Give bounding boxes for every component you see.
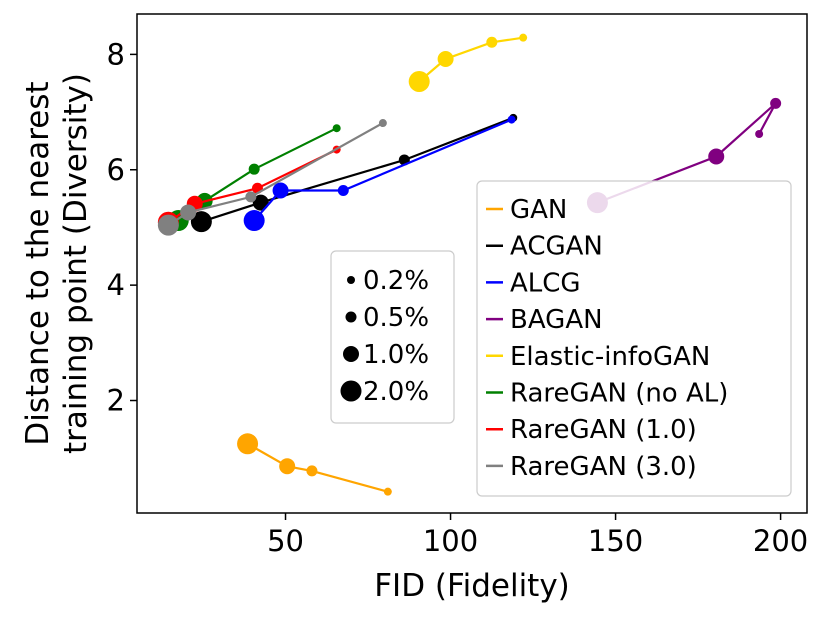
plot-frame (136, 13, 808, 514)
legend-label: RareGAN (1.0) (510, 415, 697, 445)
axis-ticks: 50 100 150 200 2 4 6 8 (107, 37, 809, 558)
data-point (243, 210, 265, 232)
series-line (418, 36, 524, 83)
x-axis-label: FID (Fidelity) (374, 568, 570, 604)
y-axis-label-line-1: Distance to the nearest (20, 81, 56, 445)
legend-label: RareGAN (no AL) (510, 379, 728, 409)
size-legend-label: 2.0% (363, 377, 429, 407)
size-legend-marker (347, 276, 355, 284)
data-point (272, 182, 289, 199)
data-point (337, 185, 349, 197)
x-tick-label: 100 (423, 524, 478, 558)
legend-label: Elastic-infoGAN (510, 342, 710, 372)
data-point (332, 124, 341, 133)
series-line (247, 442, 389, 493)
data-point (519, 33, 528, 42)
size-legend: 0.2% 0.5% 1.0% 2.0% (330, 250, 455, 424)
data-point (245, 191, 257, 203)
data-point (755, 129, 764, 138)
series-line (201, 116, 514, 223)
data-point (252, 194, 269, 211)
legend-label: RareGAN (3.0) (510, 452, 697, 482)
data-point (708, 148, 725, 165)
data-point (190, 211, 212, 233)
x-tick-label: 200 (753, 524, 808, 558)
data-point (306, 465, 318, 477)
legend-label: ACGAN (510, 232, 603, 262)
legend-label: GAN (510, 195, 567, 225)
size-legend-marker (345, 311, 357, 323)
data-point (437, 50, 454, 67)
y-axis-label-line-2: training point (Diversity) (58, 73, 94, 454)
legend-label: BAGAN (510, 305, 603, 335)
data-point (237, 433, 259, 455)
legend-label: ALCG (510, 268, 581, 298)
data-point (383, 487, 392, 496)
series-line (597, 102, 777, 204)
y-tick-label: 4 (107, 268, 125, 302)
data-point (486, 36, 498, 48)
series-1 (237, 433, 392, 496)
size-legend-label: 0.2% (363, 266, 429, 296)
series-line (253, 118, 513, 222)
y-tick-label: 2 (107, 384, 125, 418)
size-legend-label: 1.0% (363, 340, 429, 370)
data-point (378, 119, 387, 128)
data-point (408, 70, 430, 92)
data-point (770, 97, 782, 109)
series-5 (408, 33, 528, 92)
data-point (248, 163, 260, 175)
y-tick-label: 6 (107, 153, 125, 187)
series-8 (157, 119, 387, 236)
plot-marks (157, 33, 782, 496)
series-legend-box (476, 180, 792, 497)
size-legend-marker (340, 380, 362, 402)
series-3 (243, 115, 516, 232)
data-point (157, 214, 179, 236)
y-axis-label: Distance to the nearest training point (… (20, 73, 94, 454)
data-point (507, 115, 516, 124)
size-legend-label: 0.5% (363, 303, 429, 333)
series-2 (190, 113, 518, 233)
size-legend-marker (343, 346, 359, 362)
series-line (167, 122, 384, 227)
data-point (180, 204, 197, 221)
x-tick-label: 50 (267, 524, 304, 558)
x-tick-label: 150 (588, 524, 643, 558)
series-legend: GAN ACGAN ALCG BAGAN Elastic-infoGAN RareGAN … (476, 180, 792, 497)
data-point (279, 458, 296, 475)
y-tick-label: 8 (107, 37, 125, 71)
size-legend-box (330, 250, 455, 424)
